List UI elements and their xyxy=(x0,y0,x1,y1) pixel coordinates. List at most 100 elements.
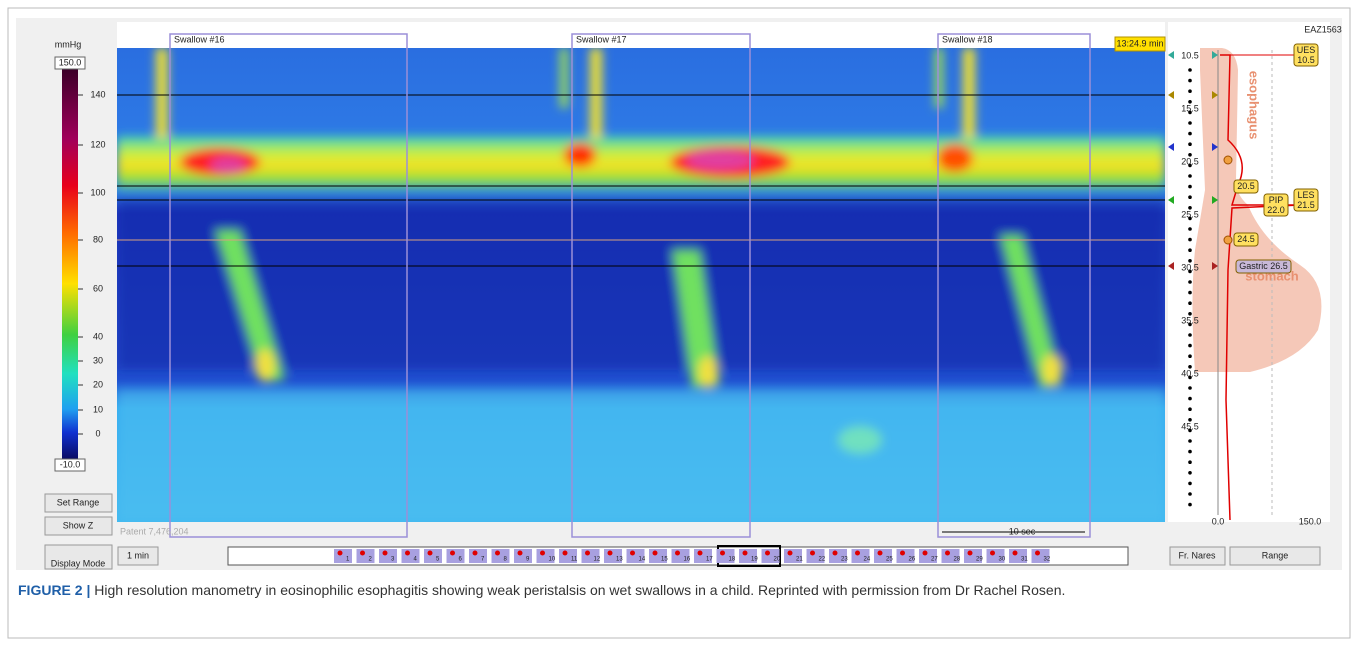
swallow-dot xyxy=(990,551,995,556)
sensor-dot xyxy=(1188,195,1192,199)
button-label[interactable]: Set Range xyxy=(57,497,100,507)
gastric-marker-label: Gastric 26.5 xyxy=(1239,261,1288,271)
point-marker-label: 24.5 xyxy=(1237,234,1255,244)
header-strip xyxy=(117,22,1165,48)
swallow-dot xyxy=(720,551,725,556)
swallow-dot xyxy=(698,551,703,556)
point xyxy=(1224,236,1232,244)
sensor-dot xyxy=(1188,164,1192,168)
sensor-dot xyxy=(1188,153,1192,157)
point-marker-label: 20.5 xyxy=(1237,181,1255,191)
screenshot: mmHg 150.0 -10.0 Set Range Show Z Displa… xyxy=(0,0,1358,646)
swallow-dot xyxy=(968,551,973,556)
anatomy-label: esophagus xyxy=(1247,71,1262,140)
timeline-label: 10 xyxy=(549,557,556,563)
swallow-label: Swallow #17 xyxy=(576,34,627,44)
timeline-label: 11 xyxy=(571,557,578,563)
profile-axis-label: 0.0 xyxy=(1212,516,1225,526)
sensor-dot xyxy=(1188,333,1192,337)
pip-marker-value: 22.0 xyxy=(1267,205,1285,215)
sensor-dot xyxy=(1188,79,1192,83)
sensor-dot xyxy=(1188,365,1192,369)
swallow-dot xyxy=(630,551,635,556)
swallow-dot xyxy=(1035,551,1040,556)
sensor-dot xyxy=(1188,344,1192,348)
sensor-dot xyxy=(1188,121,1192,125)
depth-label: 10.5 xyxy=(1181,50,1199,60)
timeline-label: 23 xyxy=(841,557,848,563)
button-label[interactable]: Fr. Nares xyxy=(1178,550,1216,560)
sensor-dot xyxy=(1188,185,1192,189)
pressure-heatmap xyxy=(117,48,1165,522)
sensor-dot xyxy=(1188,482,1192,486)
swallow-dot xyxy=(608,551,613,556)
scale-tick-label: 20 xyxy=(93,379,103,389)
profile-axis-label: 150.0 xyxy=(1299,516,1322,526)
swallow-dot xyxy=(765,551,770,556)
sensor-dot xyxy=(1188,471,1192,475)
scale-tick-label: 0 xyxy=(95,428,100,438)
button-label[interactable]: 1 min xyxy=(127,550,149,560)
ues-marker-label: UES xyxy=(1297,45,1316,55)
swallow-dot xyxy=(788,551,793,556)
scale-tick-label: 80 xyxy=(93,234,103,244)
scale-tick-label: 60 xyxy=(93,283,103,293)
swallow-dot xyxy=(833,551,838,556)
caption: FIGURE 2 | High resolution manometry in … xyxy=(18,578,1338,603)
timeline-label: 17 xyxy=(706,557,713,563)
timeline-label: 18 xyxy=(729,557,736,563)
timeline-label: 31 xyxy=(1021,557,1028,563)
caption-label: FIGURE 2 | xyxy=(18,582,90,598)
scale-tick-label: 10 xyxy=(93,404,103,414)
timeline-label: 19 xyxy=(751,557,758,563)
swallow-dot xyxy=(810,551,815,556)
button-label[interactable]: Display Mode xyxy=(51,558,106,568)
timeline-label: 14 xyxy=(639,557,646,563)
sensor-dot xyxy=(1188,492,1192,496)
ues-marker-value: 10.5 xyxy=(1297,55,1315,65)
swallow-dot xyxy=(900,551,905,556)
sensor-dot xyxy=(1188,206,1192,210)
timeline-label: 16 xyxy=(684,557,691,563)
sensor-dot xyxy=(1188,280,1192,284)
swallow-dot xyxy=(653,551,658,556)
swallow-dot xyxy=(855,551,860,556)
sensor-dot xyxy=(1188,238,1192,242)
button-label[interactable]: Range xyxy=(1262,550,1289,560)
swallow-label: Swallow #18 xyxy=(942,34,993,44)
timeline-label: 22 xyxy=(819,557,826,563)
pip-marker-label: PIP xyxy=(1269,195,1284,205)
swallow-dot xyxy=(743,551,748,556)
sensor-dot xyxy=(1188,142,1192,146)
sensor-dot xyxy=(1188,407,1192,411)
sensor-dot xyxy=(1188,301,1192,305)
time: 13:24.9 min xyxy=(1116,38,1163,48)
sensor-dot xyxy=(1188,323,1192,327)
swallow-dot xyxy=(473,551,478,556)
timeline-label: 24 xyxy=(864,557,871,563)
scale-max: 150.0 xyxy=(59,57,82,67)
swallow-dot xyxy=(540,551,545,556)
timeline-label: 29 xyxy=(976,557,983,563)
sensor-dot xyxy=(1188,248,1192,252)
timeline-label: 13 xyxy=(616,557,623,563)
timeline-label: 28 xyxy=(954,557,961,563)
button-label[interactable]: Show Z xyxy=(63,520,94,530)
swallow-dot xyxy=(495,551,500,556)
sensor-dot xyxy=(1188,132,1192,136)
timeline-label: 30 xyxy=(999,557,1006,563)
timeline-label: 15 xyxy=(661,557,668,563)
timeline-label: 27 xyxy=(931,557,938,563)
sensor-dot xyxy=(1188,439,1192,443)
sensor-dot xyxy=(1188,312,1192,316)
sensor-dot xyxy=(1188,503,1192,507)
swallow-dot xyxy=(675,551,680,556)
sensor-dot xyxy=(1188,460,1192,464)
swallow-dot xyxy=(360,551,365,556)
sensor-dot xyxy=(1188,89,1192,93)
point xyxy=(1224,156,1232,164)
scale-tick-label: 120 xyxy=(90,139,105,149)
sensor-dot xyxy=(1188,291,1192,295)
sensor-dot xyxy=(1188,386,1192,390)
timeline-label: 21 xyxy=(796,557,803,563)
